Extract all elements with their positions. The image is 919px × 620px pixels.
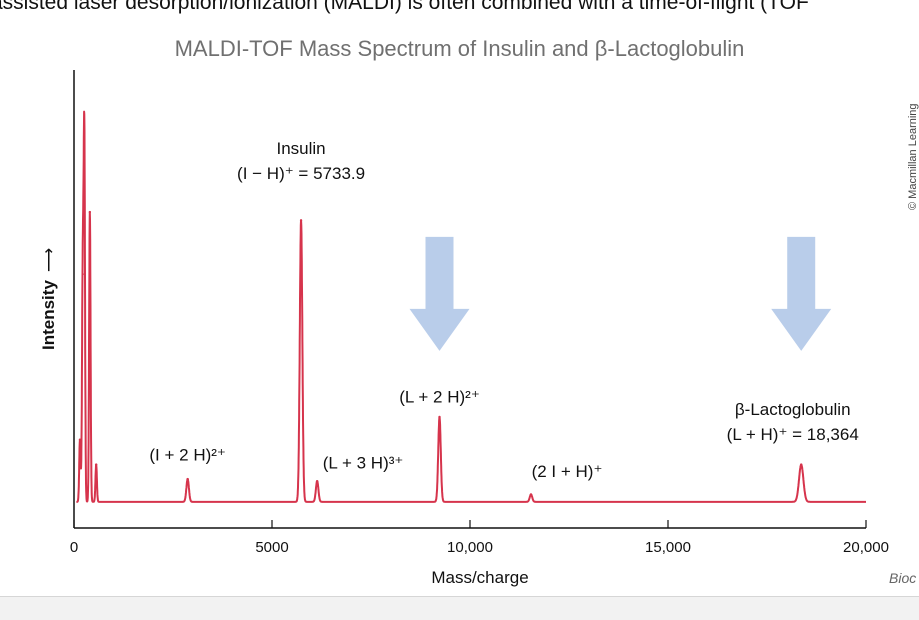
peak-point	[88, 210, 92, 214]
peak-point	[299, 219, 303, 222]
peak-point	[78, 438, 82, 441]
peak-annotation: (I + 2 H)²⁺	[149, 445, 226, 464]
peak-annotation: (2 I + H)⁺	[532, 462, 603, 481]
chart-title: MALDI-TOF Mass Spectrum of Insulin and β…	[174, 36, 745, 61]
book-tag: Bioc	[889, 570, 917, 586]
peak-point	[529, 493, 533, 496]
peak-point	[81, 272, 84, 276]
page-top-text: -assisted laser desorption/ionization (M…	[0, 0, 809, 14]
peak-annotation: (L + H)⁺ = 18,364	[727, 425, 859, 444]
peak-annotation: (I − H)⁺ = 5733.9	[237, 164, 365, 183]
peak-point	[83, 132, 86, 135]
peak-point	[315, 479, 319, 483]
peak-point	[438, 415, 441, 419]
peak-point	[94, 463, 98, 466]
x-tick-label: 5000	[255, 539, 288, 556]
peak-annotation: (L + 2 H)²⁺	[399, 388, 480, 407]
x-axis-label: Mass/charge	[431, 568, 528, 587]
highlight-arrow-icon	[771, 236, 832, 351]
x-tick-label: 10,000	[447, 539, 493, 556]
x-tick-label: 20,000	[843, 539, 889, 556]
footer-bar	[0, 596, 919, 620]
x-tick-label: 0	[70, 539, 78, 556]
peak-annotation: β-Lactoglobulin	[735, 400, 851, 419]
peak-point	[800, 463, 803, 466]
peak-annotation: Insulin	[276, 139, 325, 158]
spectrum-series-line	[75, 110, 867, 503]
peak-point	[186, 477, 189, 481]
x-tick-label: 15,000	[645, 539, 691, 556]
highlight-arrow-icon	[409, 236, 470, 351]
peak-annotation: (L + 3 H)³⁺	[323, 454, 404, 473]
